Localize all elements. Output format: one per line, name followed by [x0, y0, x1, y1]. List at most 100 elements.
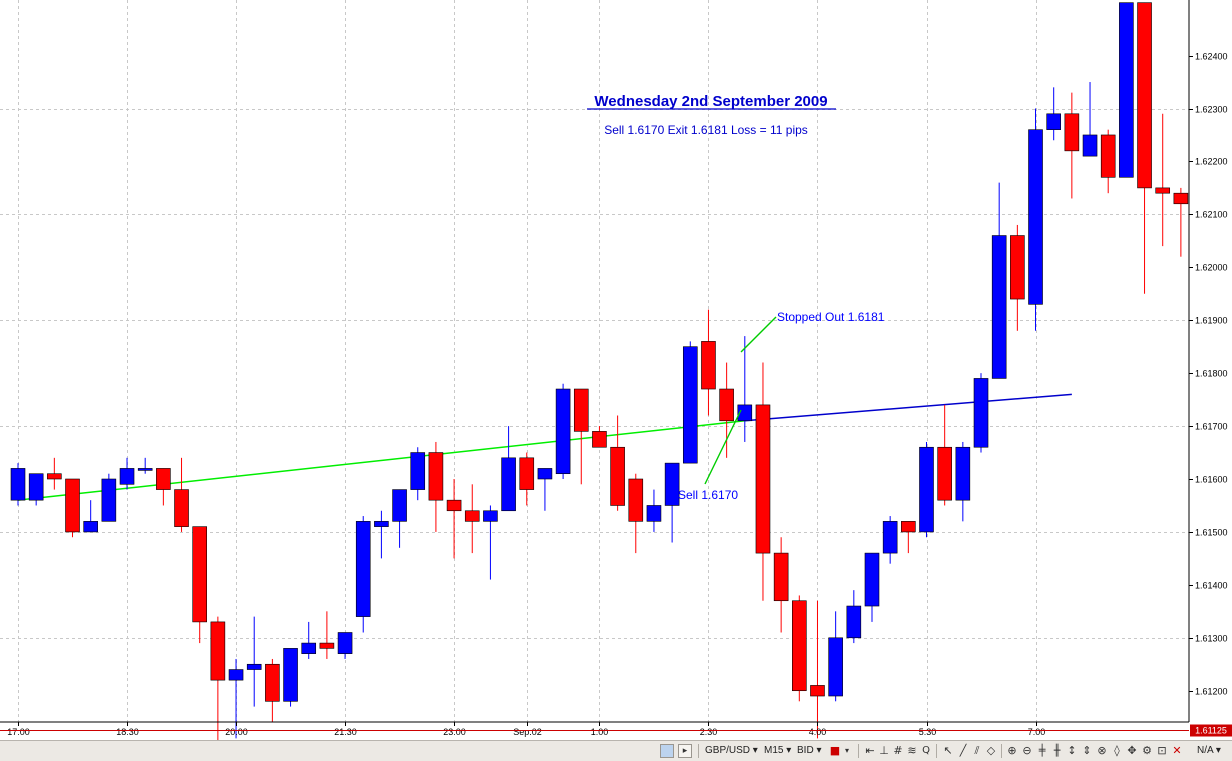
- candle-body: [65, 478, 80, 533]
- price-axis: 1.62400 1.62300 1.62200 1.62100 1.62000 1.619…: [1189, 52, 1228, 697]
- candle-body: [410, 452, 426, 490]
- candle-body: [737, 404, 753, 422]
- candle: [265, 658, 280, 723]
- candle-body: [810, 685, 825, 697]
- price-tick-label: 1.62300: [1195, 105, 1228, 115]
- price-type-selector[interactable]: BID ▾: [797, 745, 822, 756]
- candle-body: [192, 526, 207, 623]
- candle: [1100, 129, 1116, 194]
- candle-body: [792, 600, 807, 692]
- crosshair-icon[interactable]: ⊥: [879, 744, 889, 757]
- color-box-icon[interactable]: ■: [829, 744, 841, 757]
- indicator-icon[interactable]: ⊗: [1097, 744, 1107, 757]
- candle-body: [265, 663, 280, 702]
- annotations: Stopped Out 1.6181 Sell 1.6170: [678, 310, 885, 502]
- candle: [573, 388, 589, 485]
- price-tick-label: 1.61800: [1195, 369, 1228, 379]
- price-tick-label: 1.61400: [1195, 581, 1228, 591]
- candle: [792, 595, 807, 702]
- price-tick-label: 1.61700: [1195, 422, 1228, 432]
- chart-header: Wednesday 2nd September 2009 Sell 1.6170…: [587, 93, 836, 137]
- current-price-label: 1.61125: [1195, 726, 1227, 736]
- move-icon[interactable]: ✥: [1127, 744, 1137, 757]
- candle: [1082, 82, 1098, 157]
- candle: [65, 478, 80, 538]
- candle: [301, 621, 317, 659]
- toolbar-separator: [858, 744, 859, 758]
- candle-body: [755, 404, 771, 554]
- cursor-icon[interactable]: ⇤: [865, 744, 875, 757]
- trendline: [744, 393, 1072, 422]
- candle-body: [119, 468, 135, 485]
- candlestick-chart: Stopped Out 1.6181 Sell 1.6170 Wednesday…: [0, 0, 1232, 740]
- symbol-selector[interactable]: GBP/USD ▾: [705, 745, 758, 756]
- period-separator-icon[interactable]: ≋: [907, 744, 917, 757]
- candle-body: [483, 510, 498, 522]
- candle: [28, 473, 44, 506]
- candle: [174, 457, 189, 532]
- shape-tool-icon[interactable]: ◇: [986, 744, 996, 757]
- candle-body: [210, 621, 226, 681]
- candle: [410, 447, 426, 501]
- stopped-out-label: Stopped Out 1.6181: [777, 310, 885, 324]
- candle: [1046, 87, 1061, 141]
- candle-chart-icon[interactable]: ╫: [1053, 744, 1061, 757]
- candle: [501, 426, 516, 512]
- template-icon[interactable]: ◊: [1114, 744, 1120, 757]
- candle-body: [246, 663, 262, 670]
- candle: [937, 404, 952, 506]
- candle: [919, 441, 934, 538]
- time-tick-label: 5:30: [919, 727, 937, 737]
- properties-icon[interactable]: ⚙: [1142, 744, 1152, 757]
- time-tick-label: 20:00: [225, 727, 248, 737]
- zoom-in-icon[interactable]: ⊕: [1007, 744, 1017, 757]
- time-tick-label: 4:00: [809, 727, 827, 737]
- timeframe-selector[interactable]: M15 ▾: [764, 745, 792, 756]
- candle-body: [1119, 2, 1134, 178]
- candle: [846, 590, 862, 644]
- status-selector[interactable]: N/A ▾: [1197, 745, 1221, 756]
- channel-tool-icon[interactable]: ⫽: [974, 744, 980, 757]
- line-tool-icon[interactable]: ╱: [959, 744, 967, 757]
- candle-body: [1173, 192, 1189, 205]
- candle-body: [283, 648, 298, 702]
- stopped-out-pointer: [740, 316, 777, 353]
- autoscroll-icon[interactable]: ⇕: [1082, 744, 1092, 757]
- candle: [119, 457, 135, 490]
- close-chart-icon[interactable]: ✕: [1172, 744, 1182, 757]
- candle: [973, 373, 989, 453]
- candle: [828, 611, 843, 702]
- candle: [428, 441, 444, 532]
- grid-icon[interactable]: #: [893, 744, 903, 757]
- candle-body: [610, 446, 625, 506]
- zoom-out-icon[interactable]: ⊖: [1022, 744, 1032, 757]
- price-tick-label: 1.62200: [1195, 157, 1228, 167]
- price-type-label: BID: [797, 745, 814, 756]
- bar-chart-icon[interactable]: ╪: [1038, 744, 1046, 757]
- scroll-right-icon[interactable]: ▸: [678, 744, 692, 758]
- candle-body: [701, 341, 716, 390]
- candle: [737, 336, 753, 442]
- candle: [446, 479, 462, 559]
- quick-search-icon[interactable]: Q: [922, 745, 930, 756]
- pointer-icon[interactable]: ↖: [943, 744, 953, 757]
- price-tick-label: 1.61600: [1195, 475, 1228, 485]
- candle-body: [1064, 113, 1080, 152]
- candle-body: [1155, 187, 1171, 194]
- print-icon[interactable]: ⊡: [1157, 744, 1167, 757]
- dropdown-arrow-icon[interactable]: ▾: [844, 746, 849, 755]
- plot-background: [0, 0, 1232, 740]
- price-tick-label: 1.61300: [1195, 634, 1228, 644]
- candle: [337, 632, 353, 659]
- time-tick-label: 2:30: [700, 727, 718, 737]
- candle-body: [1046, 113, 1061, 130]
- candle-body: [555, 388, 571, 475]
- scroll-left-icon[interactable]: [660, 744, 674, 758]
- candle: [991, 182, 1007, 379]
- time-tick-label: 1:00: [591, 727, 609, 737]
- line-chart-icon[interactable]: ↕: [1067, 744, 1077, 757]
- candle-body: [991, 235, 1007, 379]
- candle: [483, 505, 498, 580]
- price-tick-label: 1.61500: [1195, 528, 1228, 538]
- candle-body: [919, 446, 934, 533]
